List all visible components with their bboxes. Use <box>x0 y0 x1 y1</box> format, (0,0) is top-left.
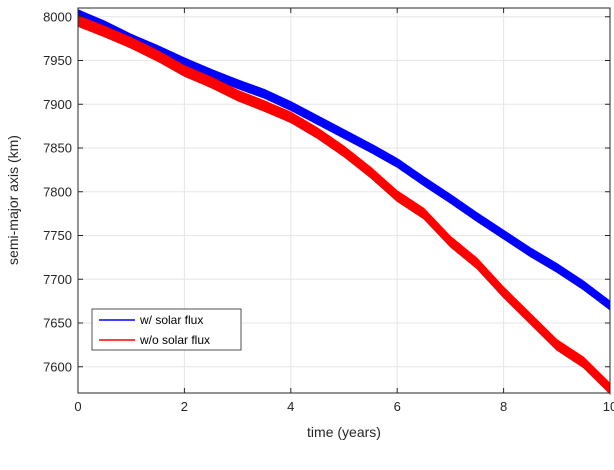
y-tick-label: 7600 <box>43 359 72 374</box>
y-tick-label: 7900 <box>43 97 72 112</box>
x-tick-label: 8 <box>500 399 507 414</box>
legend-label-w-solar-flux: w/ solar flux <box>139 313 203 327</box>
plot-frame <box>77 7 611 394</box>
y-tick-label: 7850 <box>43 141 72 156</box>
x-tick-label: 2 <box>181 399 188 414</box>
x-axis-label: time (years) <box>307 424 381 440</box>
y-tick-label: 7650 <box>43 316 72 331</box>
y-tick-label: 8000 <box>43 9 72 24</box>
y-axis-ticks: 7600 7650 7700 7750 7800 7850 7900 7950 8000 <box>43 9 610 374</box>
x-tick-label: 4 <box>287 399 294 414</box>
y-tick-label: 7950 <box>43 53 72 68</box>
x-axis-ticks: 0 2 4 6 8 10 <box>74 8 614 414</box>
legend-box <box>91 308 242 351</box>
x-tick-label: 10 <box>603 399 614 414</box>
x-tick-label: 6 <box>394 399 401 414</box>
y-tick-label: 7750 <box>43 228 72 243</box>
series-band-wo-solar-flux <box>77 15 611 396</box>
y-tick-label: 7700 <box>43 272 72 287</box>
y-tick-label: 7800 <box>43 184 72 199</box>
x-tick-label: 0 <box>74 399 81 414</box>
legend-label-wo-solar-flux: w/o solar flux <box>139 333 210 347</box>
legend: w/ solar flux w/o solar flux <box>91 308 242 351</box>
y-axis-label: semi-major axis (km) <box>5 135 21 265</box>
